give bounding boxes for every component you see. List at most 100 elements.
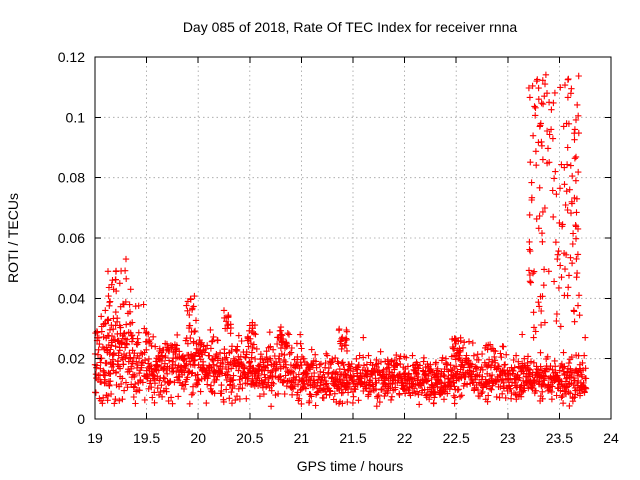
data-point [188, 370, 195, 377]
data-point [411, 375, 418, 382]
data-point [475, 356, 482, 364]
data-point [531, 103, 538, 110]
data-point [473, 364, 480, 371]
data-point [106, 298, 114, 305]
x-tick-label: 20 [190, 430, 206, 446]
data-point [282, 372, 289, 379]
data-point [207, 345, 215, 352]
data-point [555, 247, 562, 255]
data-point [459, 344, 467, 351]
data-point [207, 385, 214, 392]
data-point [557, 387, 564, 394]
data-point [203, 367, 210, 374]
data-point [157, 388, 164, 396]
data-point [238, 337, 245, 345]
data-point [530, 359, 538, 366]
data-point [344, 381, 351, 389]
data-point [198, 375, 205, 383]
data-point [123, 336, 131, 343]
data-point [537, 349, 544, 356]
data-point [272, 367, 279, 374]
data-point [116, 344, 123, 351]
data-point [432, 359, 440, 366]
data-point [270, 380, 277, 387]
x-tick-label: 23 [500, 430, 516, 446]
data-point [492, 359, 499, 366]
data-point [533, 215, 540, 223]
data-point [332, 354, 339, 362]
data-point [561, 181, 568, 188]
data-point [574, 225, 582, 233]
data-point [219, 360, 227, 368]
data-point [148, 342, 155, 350]
data-point [372, 375, 379, 382]
data-point [348, 360, 355, 368]
data-point [274, 390, 282, 397]
data-point [532, 112, 539, 119]
data-point [530, 309, 537, 316]
data-point [140, 301, 147, 308]
data-point [578, 373, 586, 380]
data-point [168, 368, 176, 376]
data-point [138, 364, 145, 371]
data-point [186, 311, 193, 319]
data-point [575, 112, 582, 119]
data-point [567, 254, 574, 261]
data-point [367, 376, 374, 384]
data-point [111, 400, 118, 407]
data-point [282, 361, 290, 368]
data-point [134, 335, 141, 342]
data-point [405, 370, 413, 377]
data-point [453, 337, 460, 344]
data-point [574, 251, 582, 258]
data-point [152, 343, 159, 350]
data-point [563, 384, 570, 391]
data-point [476, 393, 484, 400]
data-point [128, 332, 135, 339]
data-point [539, 77, 546, 84]
data-point [119, 396, 126, 403]
data-point [396, 391, 403, 398]
data-point [541, 319, 549, 326]
data-point [393, 351, 400, 359]
data-point [526, 238, 533, 246]
data-point [441, 373, 448, 380]
data-point [538, 100, 545, 107]
data-point [365, 352, 372, 359]
data-point [427, 367, 434, 375]
data-point [499, 367, 506, 374]
data-point [304, 370, 311, 377]
data-point [497, 350, 504, 357]
data-point [218, 381, 225, 389]
data-point [112, 276, 119, 283]
data-point [301, 380, 308, 387]
data-point [558, 161, 565, 168]
data-point [484, 346, 491, 353]
data-point [149, 394, 156, 401]
data-point [256, 361, 264, 368]
data-point [532, 387, 540, 394]
data-point [129, 360, 136, 367]
data-point [166, 379, 173, 386]
data-point [298, 345, 305, 352]
data-point [461, 373, 468, 380]
data-point [164, 370, 171, 377]
data-point [320, 394, 327, 402]
data-point [554, 372, 561, 379]
data-point [243, 395, 250, 402]
y-tick-label: 0.06 [58, 230, 85, 246]
y-tick-label: 0.02 [58, 351, 85, 367]
data-point [167, 378, 174, 385]
data-point [284, 342, 291, 349]
data-point [557, 262, 564, 269]
data-point [186, 322, 194, 329]
data-point [136, 370, 143, 377]
data-point [444, 382, 451, 389]
data-point [554, 255, 561, 263]
data-point [124, 384, 131, 391]
data-point [243, 348, 250, 356]
data-point [447, 367, 455, 374]
data-point [210, 361, 217, 368]
data-point [277, 323, 285, 331]
data-point [104, 268, 112, 275]
